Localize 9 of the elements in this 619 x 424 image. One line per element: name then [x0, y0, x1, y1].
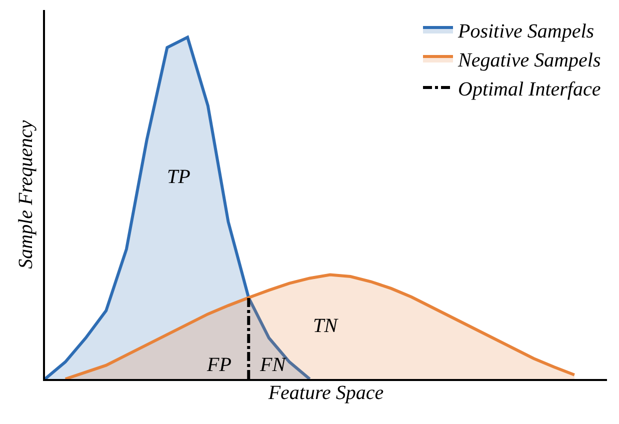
- annotation: FP: [206, 354, 232, 376]
- text: Optimal Interface: [458, 78, 601, 100]
- x-axis-title: Feature Space: [267, 382, 384, 404]
- legend-label: Positive Sampels: [457, 20, 594, 42]
- annotation: TP: [167, 166, 190, 188]
- annotation: TN: [313, 315, 340, 337]
- annotation: FN: [259, 354, 288, 376]
- legend-label: Negative Sampels: [457, 49, 601, 72]
- y-axis-title: Sample Frequency: [15, 120, 37, 269]
